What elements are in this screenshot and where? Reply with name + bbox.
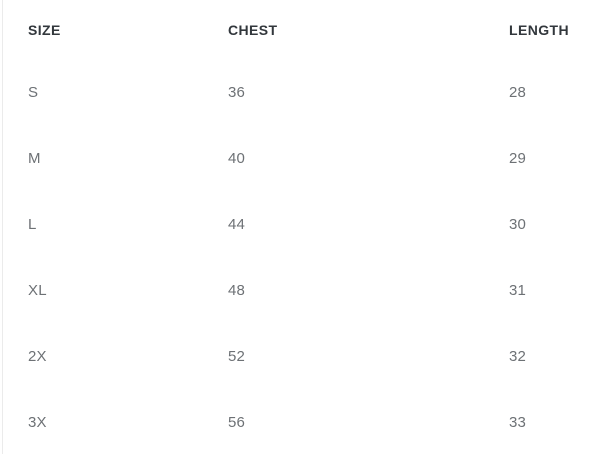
table-row-cell-chest: 52	[228, 347, 246, 365]
table-row-cell-length: 29	[509, 149, 527, 167]
column-header-chest: CHEST	[228, 21, 278, 38]
column-header-length: LENGTH	[509, 21, 569, 38]
table-row-cell-length: 31	[509, 281, 527, 299]
table-row-cell-size: L	[28, 215, 37, 233]
table-left-border	[2, 0, 3, 454]
table-row-cell-length: 33	[509, 413, 527, 431]
table-row-cell-length: 28	[509, 83, 527, 101]
table-row-cell-chest: 36	[228, 83, 246, 101]
table-row-cell-length: 32	[509, 347, 527, 365]
table-row-cell-chest: 40	[228, 149, 246, 167]
table-row-cell-length: 30	[509, 215, 527, 233]
table-row-cell-chest: 48	[228, 281, 246, 299]
table-row-cell-size: S	[28, 83, 39, 101]
table-row-cell-size: XL	[28, 281, 47, 299]
table-row-cell-size: M	[28, 149, 41, 167]
table-row-cell-size: 2X	[28, 347, 47, 365]
table-row-cell-chest: 44	[228, 215, 246, 233]
column-header-size: SIZE	[28, 21, 61, 38]
table-row-cell-chest: 56	[228, 413, 246, 431]
table-row-cell-size: 3X	[28, 413, 47, 431]
